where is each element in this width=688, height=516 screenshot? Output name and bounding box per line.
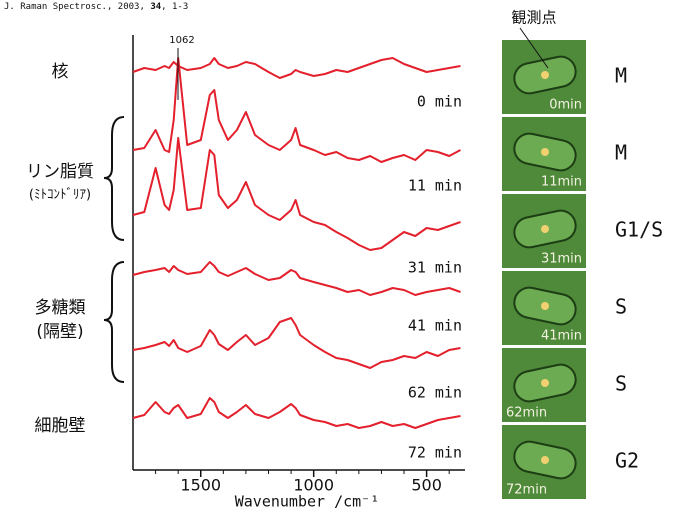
spectrum	[133, 58, 461, 78]
micrograph-label: 31min	[541, 252, 582, 267]
legend-label: 31 min	[408, 259, 462, 277]
annotation: 1062	[169, 35, 194, 46]
label-cell-wall: 細胞壁	[35, 416, 86, 436]
legend-label: 11 min	[408, 177, 462, 195]
legend-label: 62 min	[408, 384, 462, 402]
phase-label: S	[615, 295, 627, 319]
spectrum	[133, 58, 461, 162]
label-mito: (ﾐﾄｺﾝﾄﾞﾘｱ)	[29, 188, 91, 203]
spot	[541, 379, 549, 387]
spectrum	[133, 398, 461, 428]
citation: J. Raman Spectrosc., 2003, 34, 1-3	[4, 2, 188, 12]
phase-label: M	[615, 141, 627, 165]
x-axis-label: Wavenumber /cm⁻¹	[235, 493, 380, 511]
figure: J. Raman Spectrosc., 2003, 34, 1-3 核 リン脂…	[0, 0, 688, 516]
citation-pages: , 1-3	[161, 2, 188, 12]
micrograph-title: 観測点	[511, 9, 556, 27]
citation-journal: J. Raman Spectrosc., 2003,	[4, 2, 150, 12]
x-tick-label: 1500	[180, 476, 221, 495]
label-septum: (隔壁)	[36, 322, 83, 342]
micrograph-label: 72min	[506, 483, 547, 498]
micrograph-label: 0min	[549, 98, 582, 113]
phase-label: G2	[615, 449, 639, 473]
phase-label: S	[615, 372, 627, 396]
legend-label: 72 min	[408, 444, 462, 462]
micrograph-label: 62min	[506, 406, 547, 421]
label-polysaccharide: 多糖類	[35, 298, 86, 318]
spot	[541, 71, 549, 79]
brace	[104, 262, 124, 382]
legend-label: 41 min	[408, 317, 462, 335]
phase-label: M	[615, 64, 627, 88]
micrographs: 0min 11min 31min 41min 62min 72min	[502, 40, 586, 499]
x-tick-label: 500	[411, 476, 442, 495]
citation-volume: 34	[150, 2, 161, 12]
micrograph-label: 41min	[541, 329, 582, 344]
legend-label: 0 min	[417, 93, 462, 111]
label-phospholipid: リン脂質	[26, 162, 94, 182]
spot	[541, 302, 549, 310]
micrograph-label: 11min	[541, 175, 582, 190]
brace	[104, 117, 124, 240]
phase-label: G1/S	[615, 218, 663, 242]
spot	[541, 456, 549, 464]
spot	[541, 148, 549, 156]
spot	[541, 225, 549, 233]
label-nucleus: 核	[52, 62, 69, 82]
